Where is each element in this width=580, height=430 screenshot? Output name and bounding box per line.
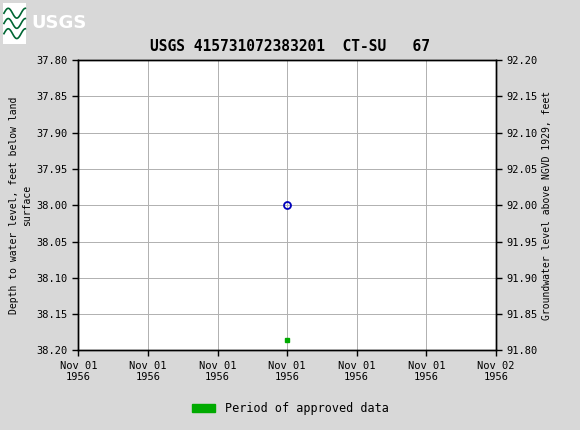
Y-axis label: Depth to water level, feet below land
surface: Depth to water level, feet below land su… bbox=[9, 97, 32, 314]
Legend: Period of approved data: Period of approved data bbox=[187, 397, 393, 420]
Bar bbox=[3, 3, 27, 44]
Y-axis label: Groundwater level above NGVD 1929, feet: Groundwater level above NGVD 1929, feet bbox=[542, 91, 552, 320]
Text: USGS 415731072383201  CT-SU   67: USGS 415731072383201 CT-SU 67 bbox=[150, 39, 430, 54]
Text: USGS: USGS bbox=[32, 15, 87, 32]
